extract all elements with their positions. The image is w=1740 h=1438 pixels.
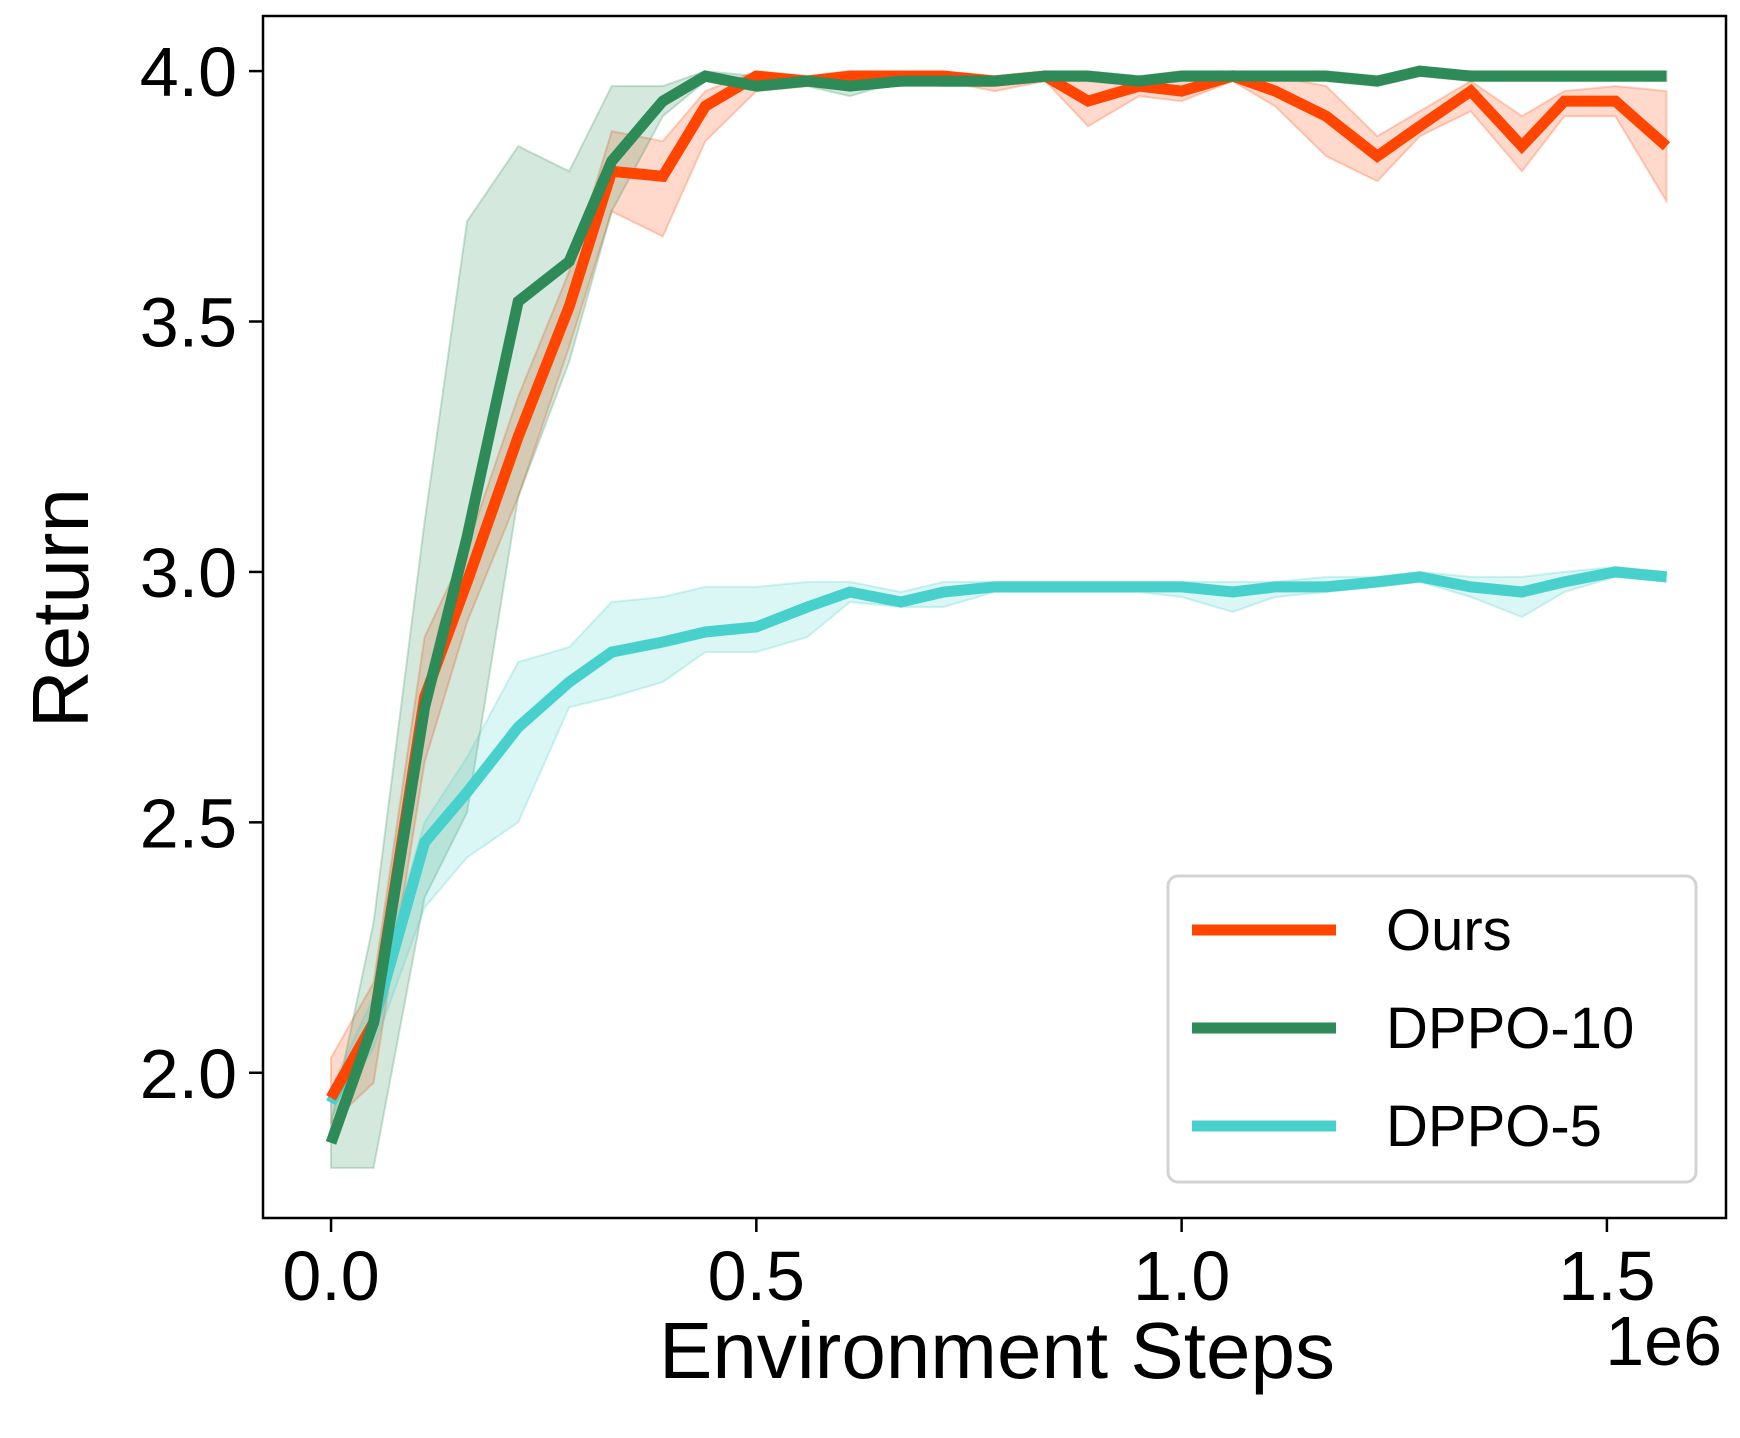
y-tick-label: 4.0: [140, 33, 237, 111]
y-tick-label: 2.0: [140, 1035, 237, 1113]
y-tick-label: 3.0: [140, 534, 237, 612]
x-axis-offset-label: 1e6: [1605, 1302, 1722, 1380]
axes: 0.0 0.5 1.0 1.5 2.0 2.5 3.0 3.5 4.0: [140, 14, 1728, 1315]
legend-label: DPPO-10: [1386, 996, 1634, 1061]
series-line-dppo-10: [325, 65, 1667, 1145]
band-dppo-5: [330, 565, 1668, 1122]
y-axis-label: Return: [16, 488, 105, 728]
legend-box: [1166, 874, 1698, 1184]
legend-label: DPPO-5: [1386, 1094, 1602, 1159]
series-lines: [325, 65, 1671, 1145]
x-tick-label: 0.0: [282, 1237, 379, 1315]
series-line-dppo-5: [326, 566, 1668, 1106]
y-tick-label: 2.5: [140, 784, 237, 862]
x-tick-label: 0.5: [708, 1237, 805, 1315]
legend: Ours DPPO-10 DPPO-5: [1166, 874, 1698, 1184]
x-tick-label: 1.0: [1133, 1237, 1230, 1315]
legend-label: Ours: [1386, 898, 1512, 963]
x-tick-label: 1.5: [1558, 1237, 1655, 1315]
plot-frame: [261, 14, 1728, 1220]
y-tick-label: 3.5: [140, 284, 237, 362]
x-axis-label: Environment Steps: [659, 1306, 1335, 1395]
